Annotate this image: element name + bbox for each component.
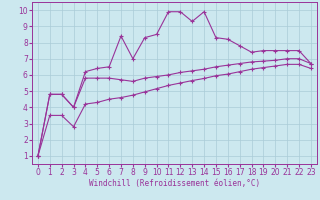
- X-axis label: Windchill (Refroidissement éolien,°C): Windchill (Refroidissement éolien,°C): [89, 179, 260, 188]
